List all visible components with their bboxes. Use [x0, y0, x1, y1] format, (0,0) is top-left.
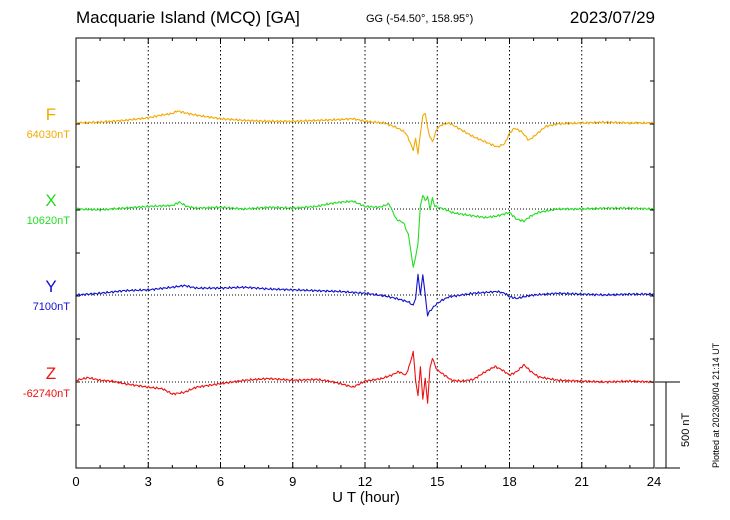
- baseline-layer: [76, 122, 654, 383]
- x-tick-label-0: 0: [72, 474, 79, 489]
- x-axis-label: U T (hour): [0, 489, 730, 506]
- scale-bar: [655, 381, 680, 469]
- series-baseline-label-f: 64030nT: [27, 129, 71, 141]
- series-baseline-label-z: -62740nT: [23, 388, 70, 400]
- series-line-z: [75, 350, 655, 404]
- x-tick-label-3: 3: [145, 474, 152, 489]
- grid-layer: [147, 38, 583, 468]
- series-name-y: Y: [45, 277, 56, 296]
- series-name-z: Z: [46, 364, 56, 383]
- series-line-y: [75, 273, 655, 317]
- tick-layer: 0 3 6 9 12 15 18 21 24: [72, 37, 661, 489]
- x-tick-label-9: 9: [289, 474, 296, 489]
- x-axis-label-text: U T (hour): [332, 489, 400, 506]
- label-layer: F 64030nT X 10620nT Y 7100nT Z -62740nT: [23, 105, 70, 400]
- station-title: Macquarie Island (MCQ) [GA]: [76, 8, 300, 27]
- x-tick-label-24: 24: [647, 474, 661, 489]
- scale-bar-label: 500 nT: [680, 412, 692, 447]
- x-tick-label-6: 6: [217, 474, 224, 489]
- x-tick-label-18: 18: [502, 474, 516, 489]
- station-coordinates: GG (-54.50°, 158.95°): [366, 13, 474, 25]
- series-line-x: [75, 194, 655, 268]
- x-tick-label-15: 15: [430, 474, 444, 489]
- chart-date: 2023/07/29: [569, 8, 655, 27]
- series-name-f: F: [46, 105, 56, 124]
- series-layer: [75, 110, 655, 404]
- series-line-f: [75, 110, 655, 155]
- series-baseline-label-x: 10620nT: [27, 215, 71, 227]
- series-name-x: X: [45, 191, 56, 210]
- series-baseline-label-y: 7100nT: [33, 301, 71, 313]
- x-tick-label-12: 12: [358, 474, 372, 489]
- plotted-timestamp: Plotted at 2023/08/04 21:14 UT: [711, 342, 721, 468]
- x-tick-label-21: 21: [575, 474, 589, 489]
